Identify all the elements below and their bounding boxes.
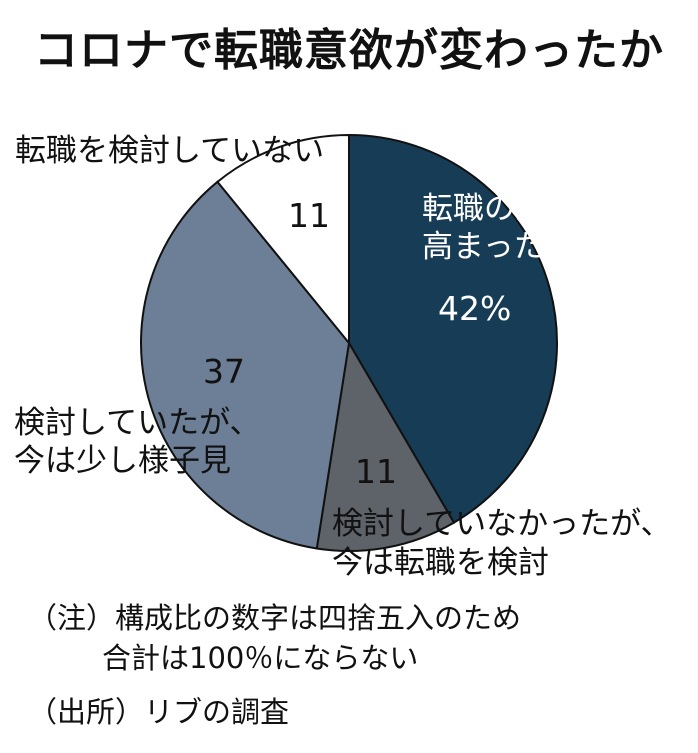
chart-title: コロナで転職意欲が変わったか: [34, 25, 664, 76]
slice-label-now-considering-line2: 今は転職を検討: [332, 545, 549, 581]
slice-value-now-considering: 11: [355, 452, 397, 491]
note-line-1: （注）構成比の数字は四捨五入のため: [28, 601, 522, 635]
slice-not-considering: [216, 133, 350, 346]
slice-label-waiting-line1: 検討していたが、: [14, 405, 261, 441]
slice-value-increased: 42%: [438, 289, 512, 328]
slice-label-increased-line2: 高まった: [422, 229, 545, 265]
slice-increased: [348, 133, 558, 524]
source-note: （出所）リブの調査: [28, 695, 290, 729]
slice-label-not-considering: 転職を検討していない: [15, 133, 325, 169]
note-line-2: 合計は100％にならない: [102, 641, 419, 675]
slice-label-waiting-line2: 今は少し様子見: [14, 443, 231, 479]
slice-value-not-considering: 11: [288, 196, 330, 235]
slice-label-now-considering-line1: 検討していなかったが、: [332, 506, 672, 542]
slice-label-increased-line1: 転職の意欲が: [422, 191, 608, 227]
slice-value-waiting: 37: [203, 352, 245, 391]
slice-now-considering: [315, 340, 456, 552]
slice-waiting: [140, 180, 351, 550]
